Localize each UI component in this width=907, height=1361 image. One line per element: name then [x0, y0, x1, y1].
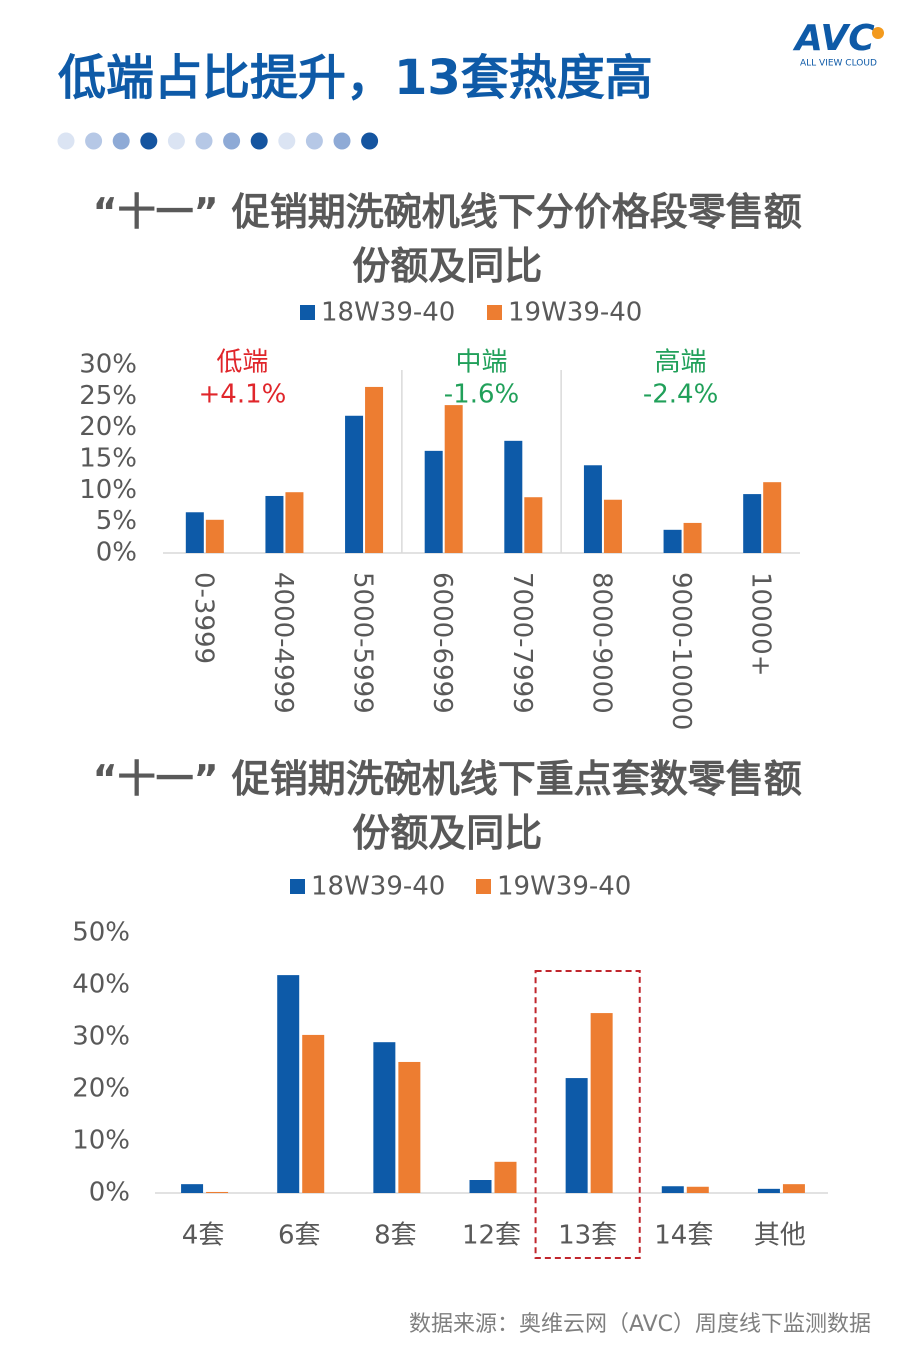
- bar: [565, 1078, 588, 1193]
- x-tick-label: 4套: [182, 1221, 225, 1251]
- decor-dot: [250, 132, 268, 150]
- y-tick-label: 5%: [96, 506, 137, 536]
- source-note: 数据来源：奥维云网（AVC）周度线下监测数据: [408, 1312, 871, 1337]
- logo-subtitle: ALL VIEW CLOUD: [800, 59, 877, 69]
- annotation-change: -2.4%: [643, 380, 718, 410]
- legend-swatch: [487, 305, 502, 320]
- bar: [265, 495, 284, 553]
- legend-label: 19W39-40: [497, 872, 631, 902]
- y-tick-label: 50%: [72, 918, 130, 948]
- bar: [205, 519, 224, 553]
- x-tick-label: 4000-4999: [268, 572, 298, 714]
- y-tick-label: 0%: [96, 538, 137, 568]
- bar: [683, 522, 702, 553]
- legend-label: 18W39-40: [311, 872, 445, 902]
- decor-dot: [85, 132, 103, 150]
- bar: [444, 405, 463, 553]
- y-tick-label: 30%: [72, 1022, 130, 1052]
- chart-title: “十一” 促销期洗碗机线下分价格段零售额份额及同比: [92, 190, 802, 288]
- main-title: 低端占比提升，13套热度高: [58, 50, 653, 106]
- bar: [524, 497, 543, 553]
- x-tick-label: 其他: [754, 1221, 806, 1251]
- bar: [365, 386, 384, 553]
- bar: [345, 415, 364, 553]
- bar: [757, 1188, 780, 1193]
- y-tick-label: 40%: [72, 970, 130, 1000]
- bar: [398, 1061, 421, 1193]
- bar: [302, 1034, 325, 1193]
- bar: [373, 1042, 396, 1193]
- annotation-label: 中端: [455, 348, 507, 378]
- bar: [661, 1186, 684, 1193]
- x-tick-label: 7000-7999: [507, 572, 537, 714]
- x-tick-label: 8套: [374, 1221, 417, 1251]
- decor-dot: [223, 132, 241, 150]
- logo-dot: [872, 27, 884, 39]
- decor-dot: [333, 132, 351, 150]
- chart-title: “十一” 促销期洗碗机线下重点套数零售额份额及同比: [92, 757, 802, 855]
- x-tick-label: 13套: [558, 1221, 617, 1251]
- decor-dot: [278, 132, 296, 150]
- x-tick-label: 8000-9000: [586, 572, 616, 714]
- y-tick-label: 20%: [72, 1074, 130, 1104]
- bar: [277, 975, 300, 1193]
- x-tick-label: 9000-10000: [666, 572, 696, 730]
- bar: [494, 1161, 517, 1193]
- decor-dot: [140, 132, 158, 150]
- legend-swatch: [290, 879, 305, 894]
- y-tick-label: 0%: [89, 1178, 130, 1208]
- legend-label: 18W39-40: [321, 298, 455, 328]
- bar: [185, 512, 204, 553]
- decor-dot: [112, 132, 130, 150]
- decor-dot: [57, 132, 75, 150]
- y-tick-label: 20%: [79, 412, 137, 442]
- legend-label: 19W39-40: [508, 298, 642, 328]
- bar: [583, 465, 602, 553]
- annotation-label: 低端: [216, 348, 268, 378]
- bar: [424, 450, 443, 553]
- x-tick-label: 0-3999: [188, 572, 218, 664]
- y-tick-label: 25%: [79, 381, 137, 411]
- y-tick-label: 15%: [79, 444, 137, 474]
- annotation-change: -1.6%: [444, 380, 519, 410]
- legend-swatch: [476, 879, 491, 894]
- bar: [469, 1180, 492, 1193]
- decor-dot: [305, 132, 323, 150]
- x-tick-label: 6000-6999: [427, 572, 457, 714]
- logo: AVC: [792, 18, 875, 59]
- bar: [285, 492, 304, 553]
- annotation-label: 高端: [655, 348, 707, 378]
- bar: [686, 1186, 709, 1193]
- bar: [743, 494, 762, 553]
- bar: [663, 529, 682, 553]
- x-tick-label: 5000-5999: [348, 572, 378, 714]
- x-tick-label: 6套: [278, 1221, 321, 1251]
- bar: [590, 1013, 613, 1193]
- bar: [782, 1184, 805, 1193]
- y-tick-label: 10%: [72, 1126, 130, 1156]
- y-tick-label: 10%: [79, 475, 137, 505]
- bar: [181, 1184, 204, 1193]
- decor-dot: [195, 132, 213, 150]
- bar: [763, 482, 782, 553]
- highlight-box: [534, 970, 641, 1259]
- x-tick-label: 10000+: [746, 572, 776, 677]
- decor-dot: [361, 132, 379, 150]
- x-tick-label: 12套: [462, 1221, 521, 1251]
- annotation-change: +4.1%: [199, 380, 287, 410]
- x-tick-label: 14套: [654, 1221, 713, 1251]
- legend-swatch: [300, 305, 315, 320]
- y-tick-label: 30%: [79, 350, 137, 380]
- bar: [603, 499, 622, 553]
- bar: [206, 1191, 229, 1193]
- decor-dot: [167, 132, 185, 150]
- bar: [504, 440, 523, 553]
